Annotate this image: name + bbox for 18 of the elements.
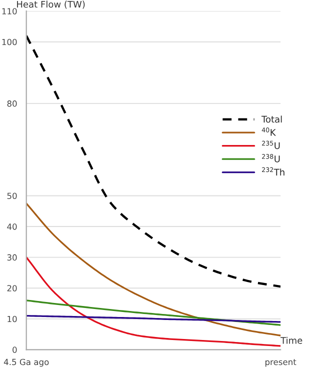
y-tick-label: 110	[2, 8, 17, 14]
y-axis-title: Heat Flow (TW)	[17, 0, 85, 9]
x-axis-title: Time	[280, 336, 302, 344]
legend-label: $^{232}$Th	[262, 167, 284, 176]
y-tick-label: 30	[7, 254, 17, 261]
y-tick-label: 50	[7, 192, 17, 200]
legend-label: Total	[261, 116, 282, 123]
y-tick-label: 10	[8, 316, 17, 322]
y-tick-label: 100	[2, 38, 17, 46]
y-tick-label: 20	[7, 285, 17, 292]
y-tick-label: 40	[7, 224, 17, 230]
y-tick-label: 80	[7, 100, 17, 107]
x-tick-label: present	[265, 359, 296, 367]
x-tick-label: 4.5 Ga ago	[4, 358, 49, 367]
legend-label: $^{235}$U	[262, 140, 280, 150]
legend-label: $^{40}$K	[262, 128, 276, 136]
legend-label: $^{238}$U	[262, 154, 280, 162]
y-tick-label: 0	[12, 346, 17, 353]
